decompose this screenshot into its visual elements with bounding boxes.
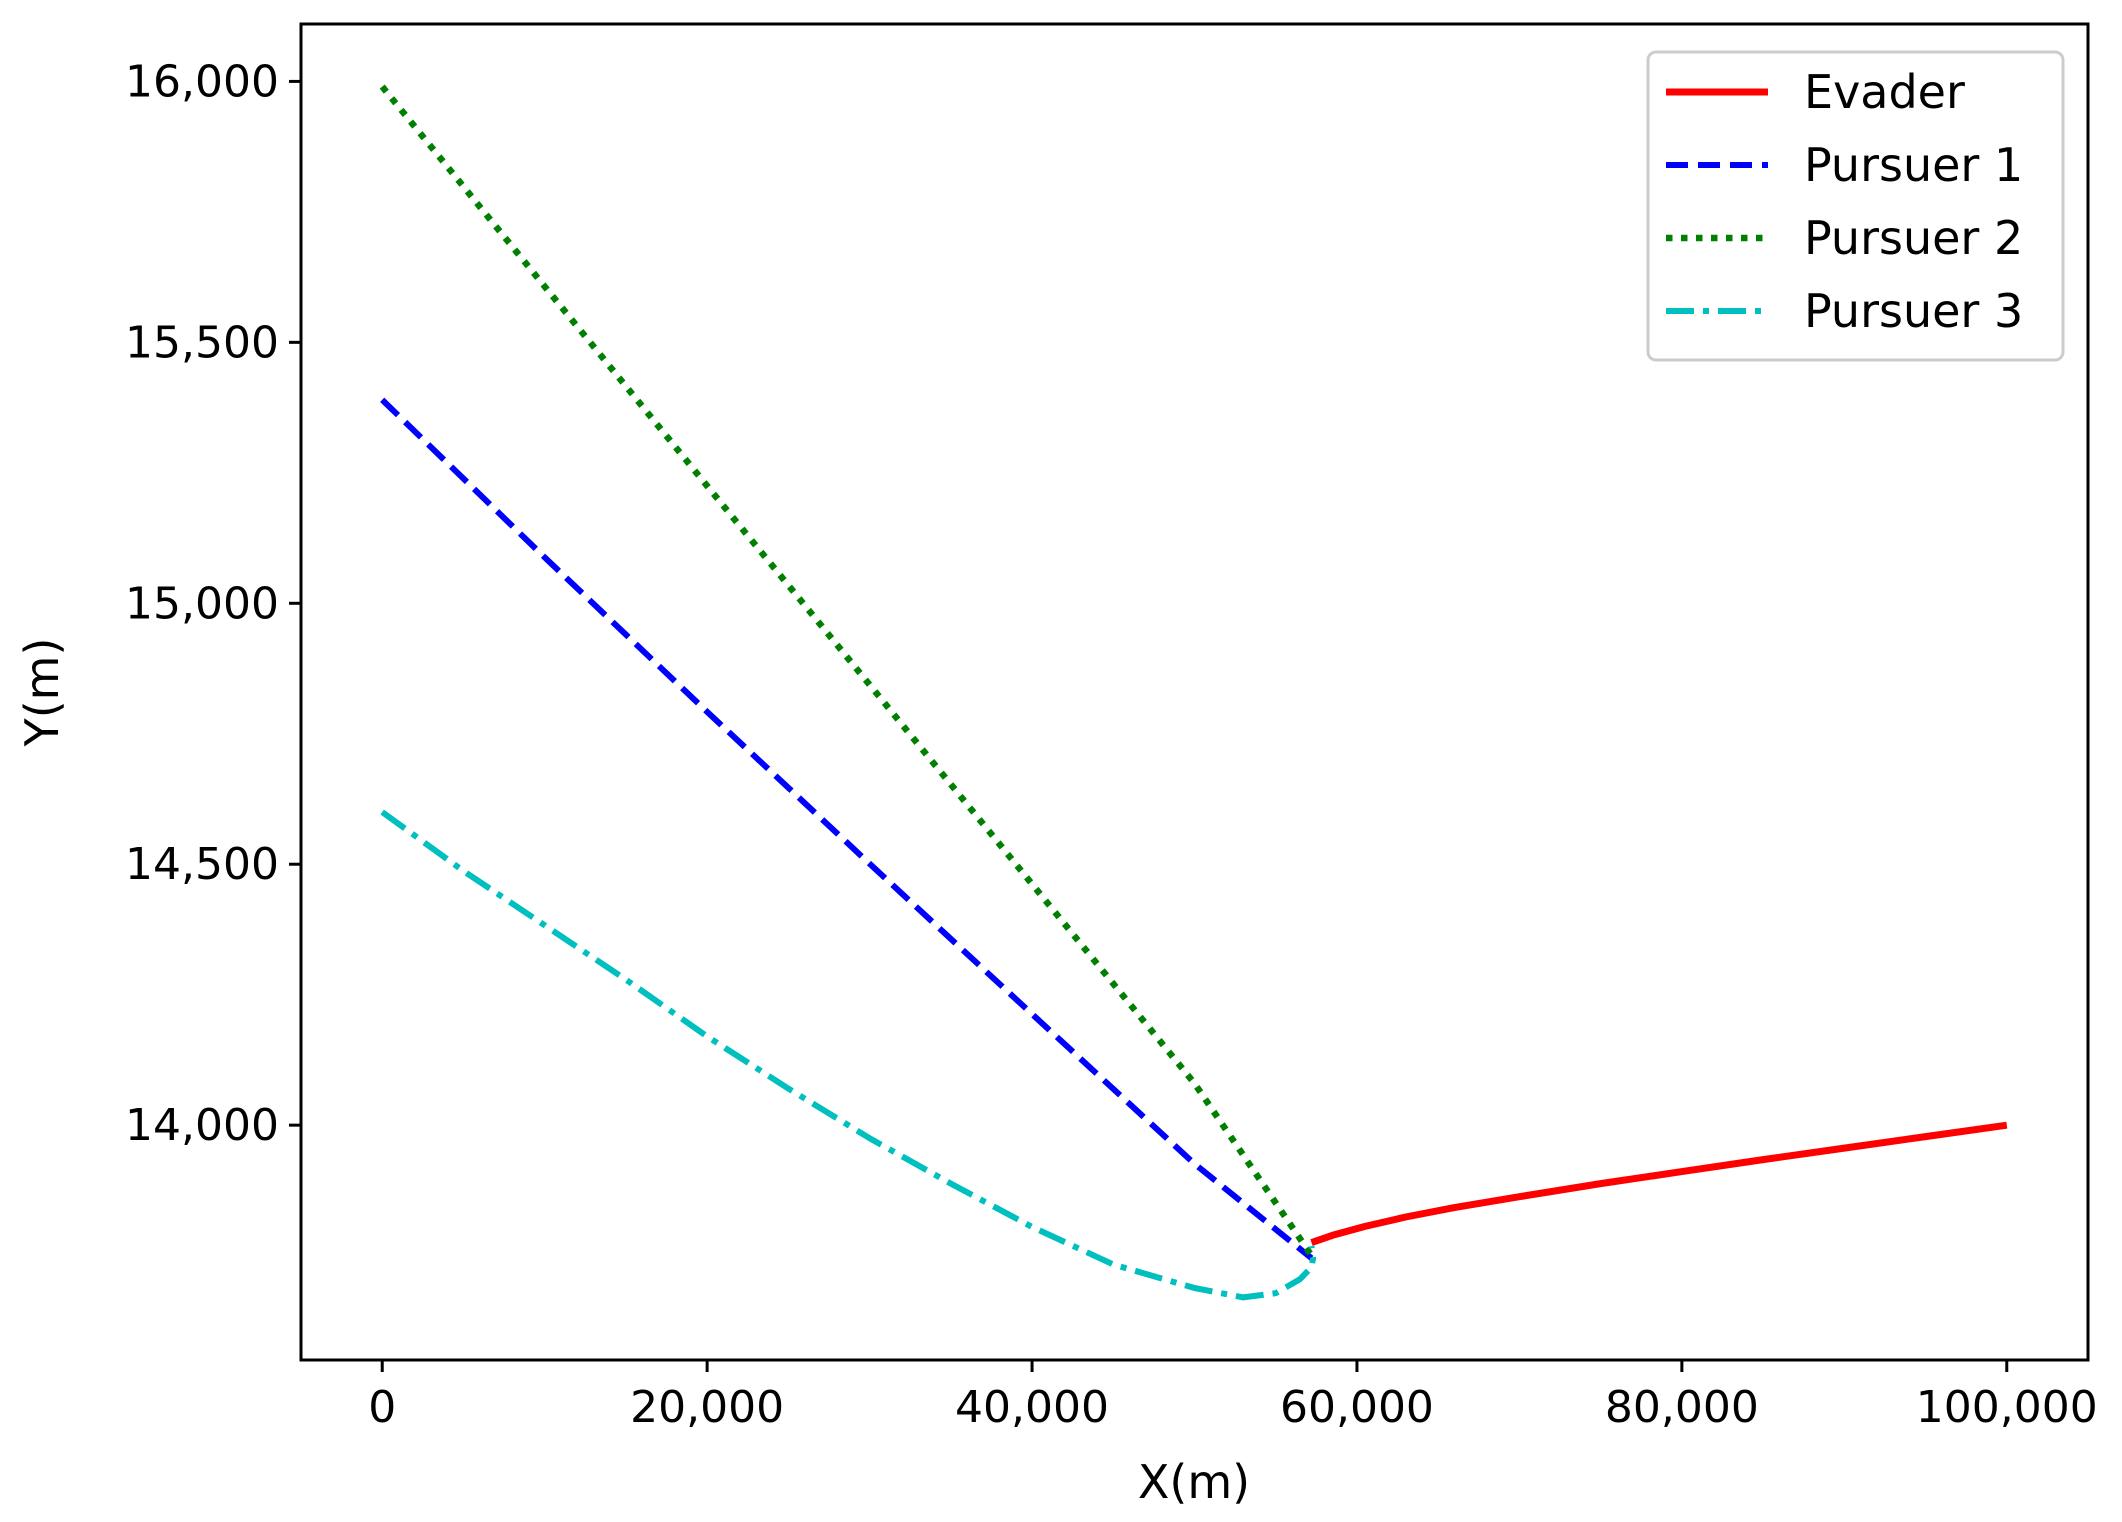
x-tick-label: 20,000: [630, 1382, 784, 1433]
series-line-pursuer-1: [380, 397, 1314, 1261]
y-tick-label: 16,000: [125, 56, 279, 107]
x-tick-label: 0: [368, 1382, 396, 1433]
legend-label-pursuer-1: Pursuer 1: [1804, 138, 2023, 192]
x-tick-label: 60,000: [1280, 1382, 1434, 1433]
legend-label-pursuer-2: Pursuer 2: [1804, 211, 2023, 265]
x-axis-ticks: 0 20,000 40,000 60,000 80,000 100,000: [368, 1360, 2098, 1433]
y-tick-label: 15,500: [125, 317, 279, 368]
y-tick-label: 14,000: [125, 1100, 279, 1151]
series-line-pursuer-2: [379, 84, 1315, 1258]
x-tick-label: 80,000: [1605, 1382, 1759, 1433]
series-layer: [379, 84, 2008, 1301]
plot-frame: [299, 22, 2090, 1362]
x-tick-label: 40,000: [955, 1382, 1109, 1433]
series-line-pursuer-3: [380, 809, 1317, 1301]
y-tick-label: 14,500: [125, 839, 279, 890]
y-axis-ticks: 14,000 14,500 15,000 15,500 16,000: [125, 56, 301, 1151]
legend: Evader Pursuer 1 Pursuer 2 Pursuer 3: [1646, 50, 2065, 362]
legend-frame: [1646, 50, 2065, 362]
x-axis-label: X(m): [1138, 1455, 1250, 1509]
legend-label-pursuer-3: Pursuer 3: [1804, 284, 2023, 338]
y-tick-label: 15,000: [125, 578, 279, 629]
series-line-evader: [1310, 1121, 2008, 1246]
legend-label-evader: Evader: [1804, 65, 1965, 119]
y-axis-label: Y(m): [15, 638, 69, 748]
x-tick-label: 100,000: [1916, 1382, 2098, 1433]
